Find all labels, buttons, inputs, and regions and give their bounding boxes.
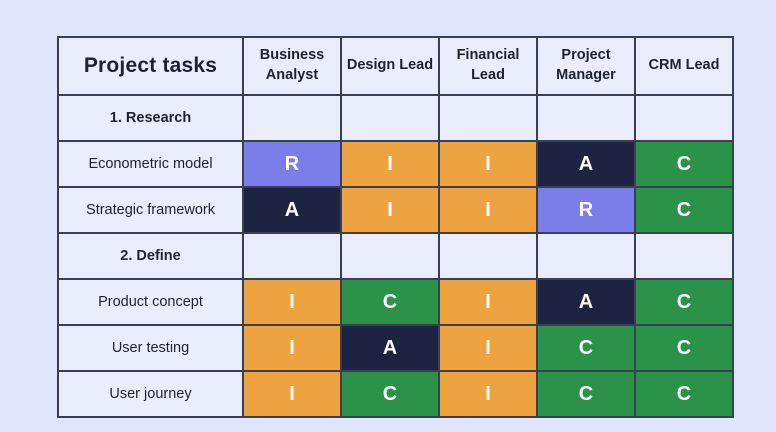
raci-cell: A [340, 324, 440, 372]
raci-cell: I [438, 278, 538, 326]
raci-cell: I [438, 186, 538, 234]
raci-cell: I [340, 140, 440, 188]
table-row: User journey I C I C C [57, 370, 734, 418]
table-row: Product concept I C I A C [57, 278, 734, 326]
empty-cell [438, 94, 538, 142]
empty-cell [242, 232, 342, 280]
task-label-cell: Econometric model [57, 140, 244, 188]
empty-cell [634, 94, 734, 142]
raci-cell: A [536, 278, 636, 326]
raci-matrix-body: 1. Research Econometric model R I I A C Strateg… [57, 94, 734, 418]
raci-matrix-header: Project tasks Business Analyst Design Lead… [57, 36, 734, 96]
task-label-cell: Strategic framework [57, 186, 244, 234]
raci-cell: I [242, 324, 342, 372]
raci-cell: I [242, 370, 342, 418]
column-header-business-analyst: Business Analyst [242, 36, 342, 96]
table-row: 1. Research [57, 94, 734, 142]
raci-cell: R [242, 140, 342, 188]
header-row: Project tasks Business Analyst Design Lead… [57, 36, 734, 96]
task-label-cell: Product concept [57, 278, 244, 326]
raci-cell: C [634, 186, 734, 234]
raci-cell: C [340, 370, 440, 418]
raci-cell: I [438, 140, 538, 188]
column-header-crm-lead: CRM Lead [634, 36, 734, 96]
raci-cell: C [536, 370, 636, 418]
raci-cell: C [634, 278, 734, 326]
raci-cell: I [438, 324, 538, 372]
column-header-design-lead: Design Lead [340, 36, 440, 96]
empty-cell [438, 232, 538, 280]
task-label-cell: User testing [57, 324, 244, 372]
raci-cell: I [438, 370, 538, 418]
raci-cell: C [634, 370, 734, 418]
raci-cell: C [536, 324, 636, 372]
empty-cell [634, 232, 734, 280]
task-label-cell: User journey [57, 370, 244, 418]
raci-cell: I [340, 186, 440, 234]
raci-cell: C [340, 278, 440, 326]
section-label-cell: 1. Research [57, 94, 244, 142]
column-header-financial-lead: Financial Lead [438, 36, 538, 96]
section-label-cell: 2. Define [57, 232, 244, 280]
table-row: 2. Define [57, 232, 734, 280]
empty-cell [536, 94, 636, 142]
project-tasks-header: Project tasks [57, 36, 244, 96]
empty-cell [340, 94, 440, 142]
table-row: User testing I A I C C [57, 324, 734, 372]
empty-cell [242, 94, 342, 142]
column-header-project-manager: Project Manager [536, 36, 636, 96]
empty-cell [536, 232, 636, 280]
raci-matrix: Project tasks Business Analyst Design Lead… [57, 36, 734, 418]
table-row: Econometric model R I I A C [57, 140, 734, 188]
raci-cell: C [634, 140, 734, 188]
empty-cell [340, 232, 440, 280]
raci-cell: C [634, 324, 734, 372]
table-row: Strategic framework A I I R C [57, 186, 734, 234]
raci-cell: A [242, 186, 342, 234]
raci-cell: A [536, 140, 636, 188]
raci-cell: R [536, 186, 636, 234]
raci-cell: I [242, 278, 342, 326]
